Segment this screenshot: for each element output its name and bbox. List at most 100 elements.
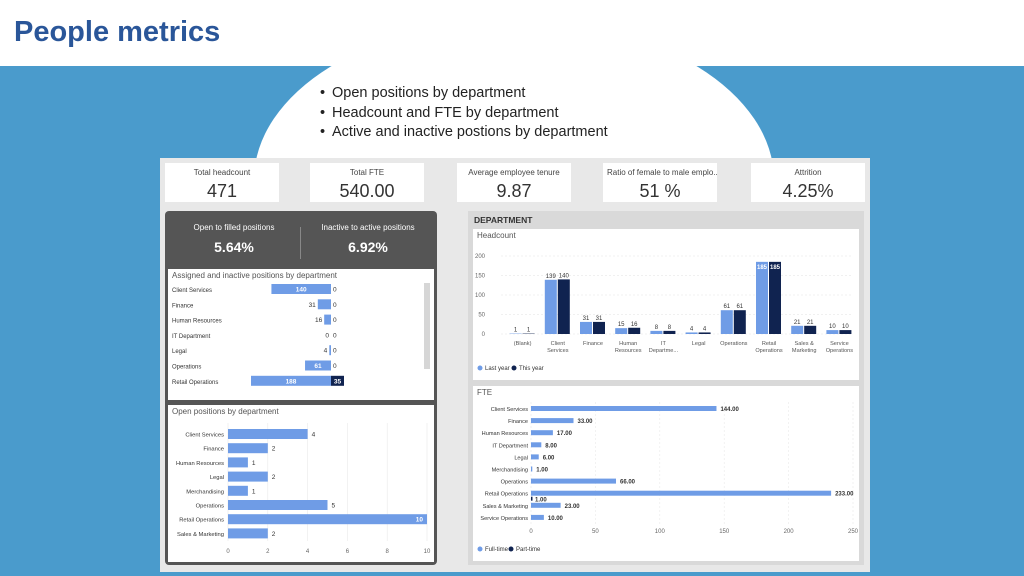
fulltime-value: 6.00 (543, 455, 555, 461)
category-label: Operations (501, 480, 529, 486)
kpi-card-fte[interactable]: Total FTE 540.00 (310, 163, 424, 202)
category-label: Client (551, 341, 566, 347)
kpi-label: Ratio of female to male emplo... (607, 168, 717, 177)
x-tick-label: 10 (424, 549, 431, 555)
fulltime-value: 17.00 (557, 431, 573, 437)
assigned-inactive-card: Assigned and inactive positions by depar… (168, 269, 434, 400)
assigned-inactive-chart[interactable]: Client Services 140 0 Finance 31 0 Human Resou… (168, 269, 434, 400)
open-value: 10 (416, 517, 424, 524)
category-label: Services (547, 348, 569, 354)
kpi-card-attrition[interactable]: Attrition 4.25% (751, 163, 865, 202)
headcount-value: 15 (618, 322, 625, 328)
inactive-value: 0 (333, 363, 337, 370)
category-label: IT (661, 341, 667, 347)
category-label: Legal (514, 455, 528, 461)
kpi-value: 471 (206, 181, 238, 201)
fte-chart[interactable]: 0 50 100 150 200 250 Client Services 144.00 Fina… (473, 386, 859, 561)
fulltime-value: 8.00 (545, 443, 557, 449)
x-tick-label: 6 (346, 549, 350, 555)
open-bar (228, 457, 248, 468)
parttime-value: 1.00 (535, 498, 547, 504)
inactive-bar (331, 375, 344, 386)
headcount-bar (663, 330, 676, 334)
fulltime-bar (531, 514, 544, 520)
ratio-value: 6.92% (348, 239, 388, 255)
category-label: Resources (615, 348, 642, 354)
ratio-inactive-to-active[interactable]: Inactive to active positions 6.92% (303, 223, 433, 255)
assigned-value: 16 (315, 317, 323, 324)
headcount-bar (544, 279, 557, 334)
bullet-item: • Open positions by department (320, 85, 526, 101)
category-label: Human (619, 341, 637, 347)
headcount-value: 1 (527, 328, 531, 334)
open-positions-chart[interactable]: 0 2 4 6 8 10 Client Services 4 Finance 2 Human Res… (168, 405, 434, 562)
open-value: 4 (312, 432, 316, 439)
dept-label: Human Resources (172, 319, 222, 325)
headcount-value: 8 (668, 325, 672, 331)
headcount-bar (698, 332, 711, 334)
positions-panel: Open to filled positions 5.64% Inactive … (165, 211, 437, 565)
category-label: Service Operations (480, 516, 528, 522)
open-bar (228, 443, 268, 454)
ratio-label: Inactive to active positions (321, 223, 415, 232)
card-title: Headcount (477, 231, 516, 240)
y-tick-label: 150 (475, 274, 486, 280)
ratio-open-to-filled[interactable]: Open to filled positions 5.64% (169, 223, 299, 255)
dept-label: IT Department (172, 334, 211, 340)
category-label: Marketing (792, 348, 817, 354)
dept-label: Operations (172, 365, 201, 371)
open-value: 1 (252, 488, 256, 495)
y-tick-label: 200 (475, 254, 486, 260)
category-label: Sales & (795, 341, 815, 347)
kpi-label: Total FTE (349, 168, 385, 177)
headcount-value: 8 (655, 325, 659, 331)
headcount-bar (839, 330, 852, 334)
headcount-value: 21 (794, 320, 801, 326)
x-tick-label: 150 (719, 529, 730, 535)
headcount-value: 61 (723, 304, 730, 310)
fulltime-bar (531, 430, 553, 436)
category-label: Legal (692, 341, 706, 347)
headcount-bar (756, 261, 768, 334)
fulltime-bar (531, 466, 533, 472)
category-label: Operations (196, 504, 224, 510)
dept-label: Legal (172, 349, 187, 355)
y-tick-label: 100 (475, 293, 486, 299)
category-label: Departme... (649, 348, 679, 354)
ratio-label: Open to filled positions (193, 223, 275, 232)
category-label: Operations (826, 348, 854, 354)
kpi-value: 9.87 (496, 181, 532, 201)
kpi-card-headcount[interactable]: Total headcount 471 (165, 163, 279, 202)
x-tick-label: 4 (306, 549, 310, 555)
assigned-bar (317, 299, 331, 310)
assigned-value: 31 (309, 302, 317, 309)
open-value: 1 (252, 460, 256, 467)
fulltime-bar (531, 502, 561, 508)
open-bar (228, 471, 268, 482)
headcount-bar (791, 325, 804, 334)
dashboard: Total headcount 471 Total FTE 540.00 Ave… (160, 158, 870, 572)
kpi-card-tenure[interactable]: Average employee tenure 9.87 (457, 163, 571, 202)
category-label: Service (830, 341, 849, 347)
legend-label: Full-time (485, 547, 509, 553)
headcount-value: 31 (596, 316, 603, 322)
assigned-value: 0 (325, 332, 329, 339)
headcount-value: 61 (736, 304, 743, 310)
kpi-card-gender-ratio[interactable]: Ratio of female to male emplo... 51 % (603, 163, 717, 202)
legend-swatch (477, 546, 483, 552)
headcount-bar (593, 321, 605, 334)
fulltime-value: 233.00 (835, 492, 854, 498)
fulltime-value: 33.00 (578, 419, 594, 425)
headcount-bar (615, 328, 628, 334)
kpi-label: Average employee tenure (468, 168, 560, 177)
dept-label: Finance (172, 303, 194, 309)
headcount-bar (628, 327, 641, 334)
dept-label: Retail Operations (172, 380, 218, 386)
assigned-value: 4 (324, 348, 328, 355)
x-tick-label: 0 (529, 529, 533, 535)
category-label: Retail (762, 341, 776, 347)
fulltime-bar (531, 478, 617, 484)
department-panel: DEPARTMENT Headcount 0 50 100 150 200 1 1 (Blan… (468, 211, 864, 565)
